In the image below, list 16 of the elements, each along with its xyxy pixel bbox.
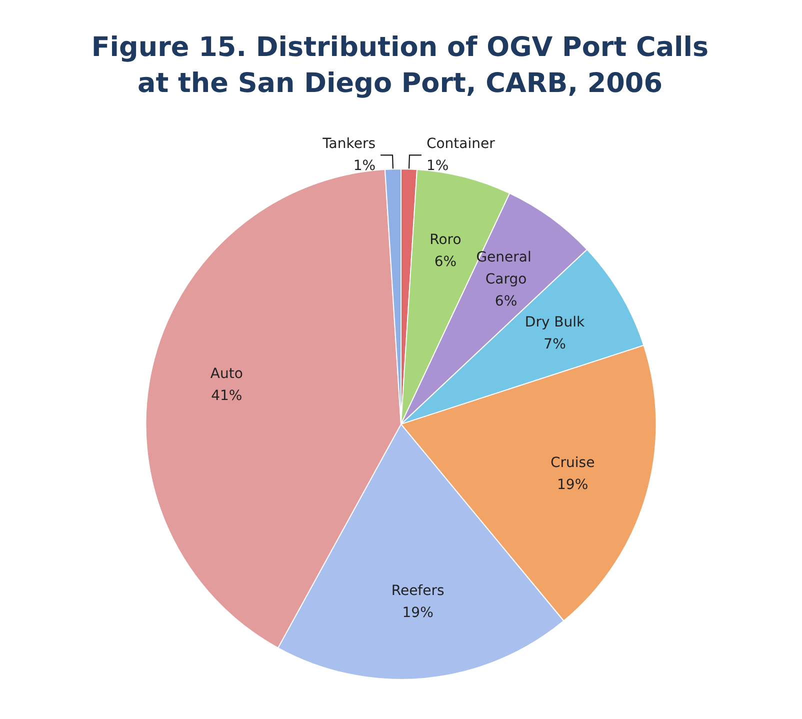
slice-label: Container: [426, 136, 496, 152]
slice-label: Cruise: [550, 455, 595, 472]
data-label: 7%: [544, 336, 566, 352]
data-label: 6%: [434, 254, 457, 270]
data-label: 1%: [426, 158, 449, 174]
data-label: 19%: [402, 605, 434, 622]
slice-label: Auto: [210, 366, 243, 382]
slice-label: Roro: [430, 232, 462, 248]
data-label: 1%: [353, 158, 376, 174]
data-label: 41%: [211, 388, 242, 404]
data-label: 19%: [557, 477, 588, 494]
chart-title: Figure 15. Distribution of OGV Port Calls at the San Diego Port, CARB, 2006: [90, 31, 710, 101]
data-label: 6%: [494, 294, 518, 310]
slice-label: Dry Bulk: [524, 314, 586, 330]
slice-label: Tankers: [322, 136, 376, 152]
slice-label: Reefers: [391, 583, 444, 600]
